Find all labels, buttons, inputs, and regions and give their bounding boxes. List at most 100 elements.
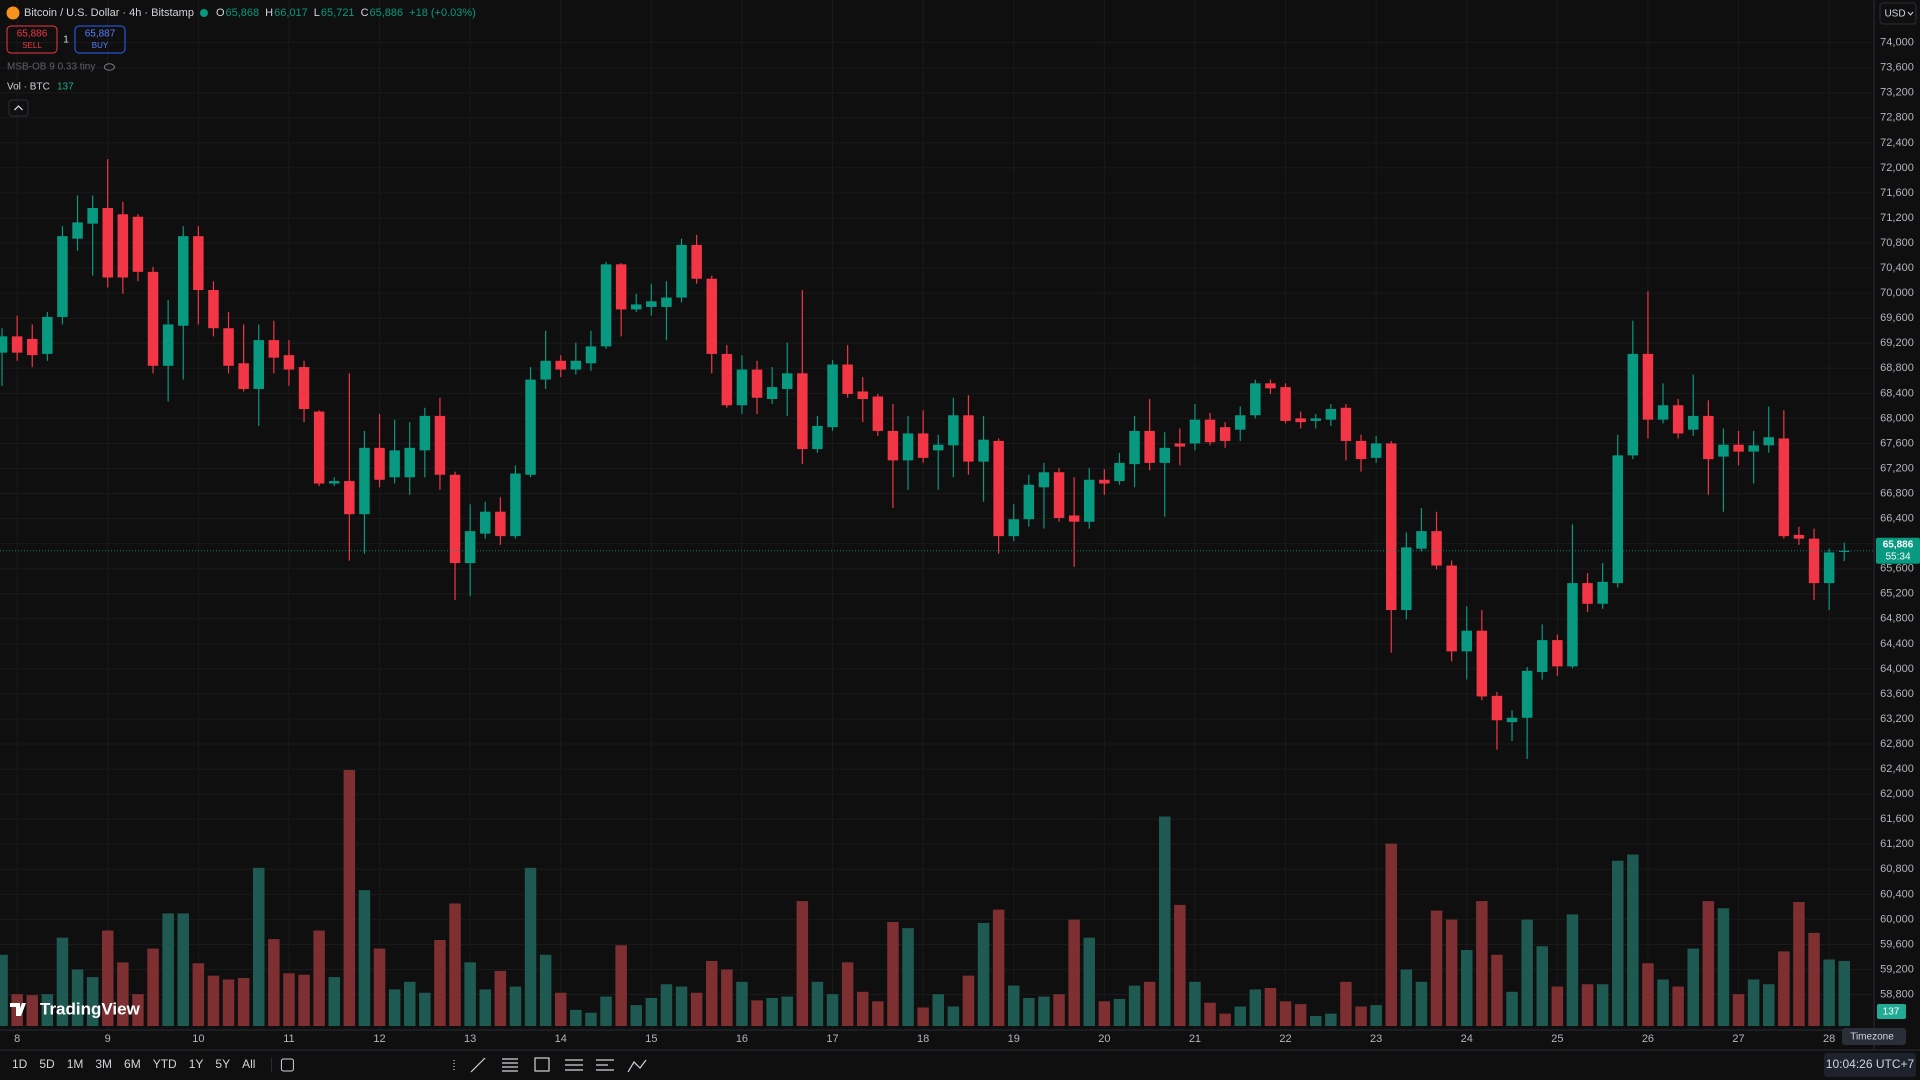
candle-body (1506, 717, 1518, 723)
volume-bar (1566, 914, 1579, 1026)
timeframe-button[interactable]: 5Y (215, 1057, 230, 1071)
currency-button[interactable]: USD (1879, 2, 1917, 25)
volume-bar (56, 937, 69, 1026)
date-range-icon[interactable] (280, 1058, 294, 1072)
volume-bar (1627, 854, 1639, 1026)
candle-body (1672, 405, 1684, 434)
indicator-legend[interactable]: MSB-OB 9 0.33 tiny (7, 62, 95, 73)
volume-bar (41, 994, 54, 1026)
x-tick-label: 24 (1461, 1033, 1473, 1045)
candle-body (736, 369, 748, 406)
volume-bar (479, 989, 491, 1026)
candle-body (495, 511, 506, 537)
grid (0, 0, 1873, 1030)
visibility-icon[interactable] (103, 63, 115, 71)
volume-bar (298, 974, 310, 1026)
candle-body (1431, 531, 1442, 566)
timeframe-button[interactable]: 6M (124, 1057, 141, 1071)
volume-bar (1838, 960, 1850, 1026)
tool-rect[interactable] (534, 1057, 550, 1072)
timeframe-button[interactable]: 1M (67, 1057, 84, 1071)
volume-bar (1657, 979, 1669, 1026)
volume-bar (1023, 997, 1035, 1026)
candle-body (781, 373, 793, 389)
candle-body (857, 391, 868, 399)
candle-body (1250, 383, 1261, 416)
candle-body (661, 297, 672, 307)
volume-bar (615, 945, 627, 1026)
countdown: 55:34 (1885, 551, 1910, 562)
candle-body (1642, 353, 1654, 420)
y-tick-label: 60,000 (1880, 913, 1914, 925)
candle-body (0, 336, 8, 353)
volume-bar (1747, 979, 1760, 1026)
candle-body (615, 264, 627, 310)
candle-body (706, 278, 717, 354)
volume-bar (207, 975, 220, 1026)
clock: 10:04:26 UTC+7 (1826, 1057, 1915, 1071)
timeframe-button[interactable]: YTD (153, 1057, 177, 1071)
candle-body (359, 447, 370, 515)
clock-button[interactable]: 10:04:26 UTC+7 (1824, 1053, 1916, 1077)
candle-body (87, 207, 98, 224)
candle-body (1174, 443, 1186, 447)
candle-body (872, 396, 884, 431)
timeframe-button[interactable]: 1Y (189, 1057, 204, 1071)
tool-brush[interactable] (627, 1059, 647, 1073)
buy-price: 65,887 (85, 29, 116, 40)
timeframe-button[interactable]: 1D (12, 1057, 28, 1071)
y-tick-label: 72,400 (1880, 137, 1914, 149)
candle-body (238, 363, 249, 389)
candle-body (57, 236, 68, 317)
tool-fib[interactable] (502, 1058, 518, 1072)
candle-body (525, 379, 536, 475)
candle-body (600, 264, 612, 347)
timeframe-button[interactable]: All (242, 1057, 255, 1071)
collapse-button[interactable] (8, 99, 29, 117)
volume-bar (1400, 969, 1413, 1026)
candle-body (797, 373, 808, 450)
candle-body (1733, 444, 1744, 452)
volume-bar (1581, 984, 1594, 1026)
candle-body (842, 364, 853, 394)
y-tick-label: 58,800 (1880, 988, 1914, 1000)
x-tick-label: 15 (645, 1033, 657, 1045)
candle-body (449, 474, 461, 564)
tool-pattern[interactable] (596, 1059, 614, 1071)
buy-label: BUY (92, 41, 109, 50)
candle-body (193, 236, 204, 291)
timeframe-button[interactable]: 3M (95, 1057, 112, 1071)
volume-bar (26, 995, 38, 1026)
candle-body (162, 324, 174, 366)
x-tick-label: 9 (105, 1033, 111, 1045)
y-tick-label: 72,000 (1880, 162, 1914, 174)
tool-line[interactable] (470, 1057, 486, 1073)
timeframe-button[interactable]: 5D (39, 1057, 55, 1071)
candle-body (1838, 550, 1850, 552)
open-value: 65,868 (226, 7, 260, 19)
volume-legend[interactable]: Vol · BTC (7, 82, 50, 93)
quantity[interactable]: 1 (63, 35, 69, 46)
candle-body (1718, 444, 1729, 457)
candle-body (374, 447, 385, 480)
tool-channel[interactable] (565, 1059, 583, 1071)
volume-bar (1762, 984, 1775, 1026)
volume-bar (554, 992, 567, 1026)
volume-tag (1877, 1004, 1906, 1019)
volume-bar (283, 973, 295, 1026)
volume-bar (1264, 988, 1277, 1026)
volume-bar (1249, 989, 1262, 1026)
high-label: H (265, 7, 273, 19)
candle-body (253, 340, 264, 389)
sell-button[interactable]: 65,886 SELL (6, 25, 58, 54)
candle-body (1038, 472, 1050, 488)
candle-body (1083, 479, 1095, 522)
volume-bar (630, 1005, 642, 1026)
buy-button[interactable]: 65,887 BUY (74, 25, 126, 54)
volume-bar (690, 992, 703, 1026)
volume-bar (1219, 1013, 1231, 1026)
low-value: 65,721 (321, 7, 355, 19)
x-tick-label: 14 (555, 1033, 567, 1045)
volume-bar (177, 913, 189, 1026)
